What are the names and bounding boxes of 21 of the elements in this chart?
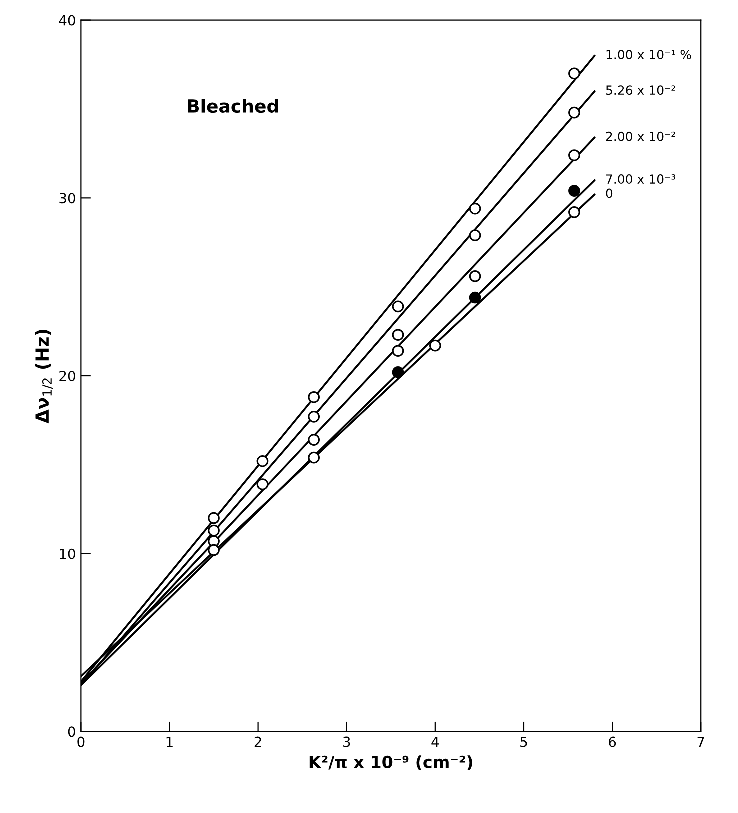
series-label: 2.00 x 10⁻²: [606, 132, 676, 142]
x-tick-label: 7: [698, 736, 704, 748]
x-tick-label: 6: [609, 736, 616, 748]
series-label: 1.00 x 10⁻¹ %: [606, 50, 692, 60]
series-label: 7.00 x 10⁻³: [606, 174, 676, 184]
x-tick-label: 1: [166, 736, 173, 748]
x-tick-label: 4: [432, 736, 440, 748]
series-label: 5.26 x 10⁻²: [606, 86, 676, 96]
x-tick-label: 3: [344, 736, 350, 748]
x-tick-label: 2: [254, 736, 262, 748]
x-tick-label: 0: [78, 736, 85, 748]
y-axis-title: Δν$_{1/2}$ (Hz): [35, 330, 54, 424]
y-tick-label: 40: [59, 15, 76, 26]
annotation: Bleached: [188, 99, 278, 114]
y-tick-label: 30: [60, 193, 76, 204]
y-tick-label: 20: [60, 370, 76, 382]
y-tick-label: 10: [60, 548, 76, 560]
series-label: 0: [606, 188, 613, 198]
y-tick-label: 0: [68, 726, 76, 738]
x-tick-label: 5: [520, 736, 528, 748]
x-axis-title: K²/π x 10⁻⁹ (cm⁻²): [310, 756, 472, 770]
